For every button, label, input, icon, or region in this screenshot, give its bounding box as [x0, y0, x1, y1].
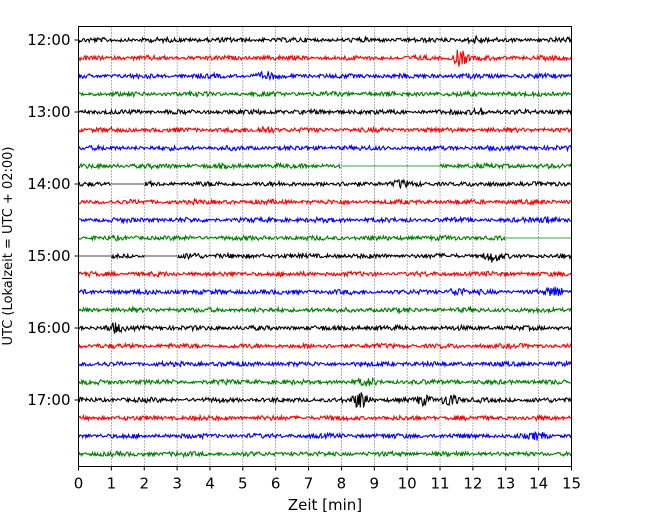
- x-tick-label: 1: [107, 475, 117, 493]
- trace-line: [78, 322, 572, 334]
- y-tick-label: 15:00: [27, 247, 70, 265]
- y-axis-label: UTC (Lokalzeit = UTC + 02:00): [1, 147, 16, 346]
- trace-line: [78, 269, 572, 279]
- trace-line: [77, 143, 573, 153]
- y-tick-label: 14:00: [27, 175, 70, 193]
- trace-line: [78, 305, 572, 315]
- x-axis-ticks: 0 1 2 3 4 5 6 7 8 9 10 11 12 13 14 15: [74, 466, 581, 493]
- trace-line: [78, 178, 572, 190]
- x-tick-label: 15: [562, 475, 581, 493]
- x-axis-label: Zeit [min]: [288, 496, 362, 514]
- trace-line: [77, 35, 572, 45]
- trace-line: [78, 106, 573, 117]
- trace-line: [77, 413, 572, 423]
- trace-line: [79, 235, 572, 240]
- vertical-grid: [111, 26, 539, 467]
- x-tick-label: 4: [205, 475, 215, 493]
- trace-line: [78, 359, 572, 369]
- trace-line: [78, 449, 573, 459]
- x-tick-label: 12: [463, 475, 482, 493]
- y-tick-label: 17:00: [27, 391, 70, 409]
- trace-line: [78, 197, 572, 207]
- seismogram-traces: [77, 35, 573, 459]
- trace-line: [78, 376, 572, 387]
- y-tick-label: 12:00: [27, 31, 70, 49]
- x-tick-label: 11: [430, 475, 449, 493]
- x-tick-label: 9: [370, 475, 380, 493]
- x-tick-label: 0: [74, 475, 84, 493]
- x-tick-label: 13: [496, 475, 515, 493]
- x-tick-label: 10: [398, 475, 417, 493]
- x-tick-label: 5: [238, 475, 248, 493]
- x-tick-label: 8: [337, 475, 347, 493]
- y-tick-label: 16:00: [27, 319, 70, 337]
- x-tick-label: 7: [304, 475, 314, 493]
- trace-line: [78, 341, 572, 350]
- x-tick-label: 6: [271, 475, 281, 493]
- trace-line: [78, 430, 573, 441]
- x-tick-label: 14: [529, 475, 548, 493]
- trace-line: [77, 49, 572, 67]
- trace-line: [78, 89, 572, 99]
- trace-line: [78, 215, 572, 225]
- trace-line: [77, 70, 572, 82]
- plot-frame: [78, 26, 572, 467]
- x-tick-label: 3: [172, 475, 182, 493]
- y-axis-ticks: 12:00 13:00 14:00 15:00 16:00 17:00: [27, 31, 79, 409]
- trace-line: [78, 286, 573, 297]
- x-tick-label: 2: [139, 475, 149, 493]
- trace-line: [110, 251, 573, 263]
- trace-line: [77, 392, 572, 408]
- y-tick-label: 13:00: [27, 103, 70, 121]
- trace-line: [78, 161, 573, 171]
- trace-line: [77, 125, 573, 135]
